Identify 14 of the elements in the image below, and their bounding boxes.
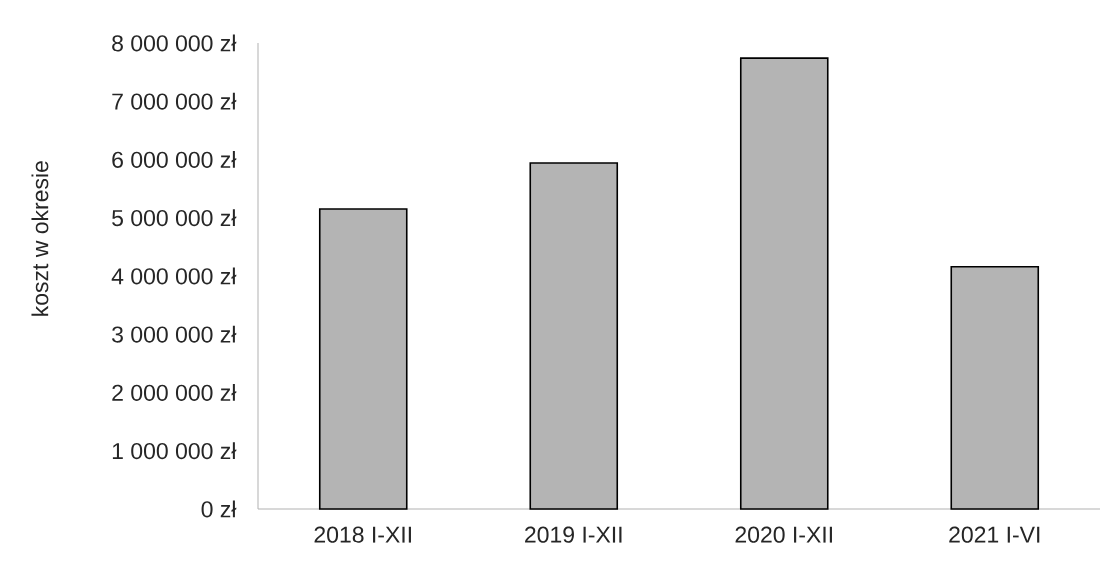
y-tick-label: 4 000 000 zł [111, 267, 237, 285]
y-tick-label: 3 000 000 zł [112, 325, 237, 343]
y-tick-label: 7 000 000 zł [112, 92, 237, 110]
y-tick-label: 8 000 000 zł [112, 34, 237, 52]
y-tick-label: 0 zł [201, 500, 237, 518]
y-tick-label: 1 000 000 zł [112, 442, 237, 460]
y-tick-label: 6 000 000 zł [112, 151, 237, 168]
x-tick-label: 2018 I-XII [314, 526, 411, 543]
x-tick-label: 2019 I-XII [525, 526, 622, 543]
x-tick-label: 2020 I-XII [735, 526, 832, 543]
y-axis-title: koszt w okresie [31, 161, 49, 316]
y-tick-label: 5 000 000 zł [112, 209, 237, 227]
x-tick-label: 2021 I-VI [949, 526, 1040, 543]
y-tick-label: 2 000 000 zł [112, 384, 237, 401]
